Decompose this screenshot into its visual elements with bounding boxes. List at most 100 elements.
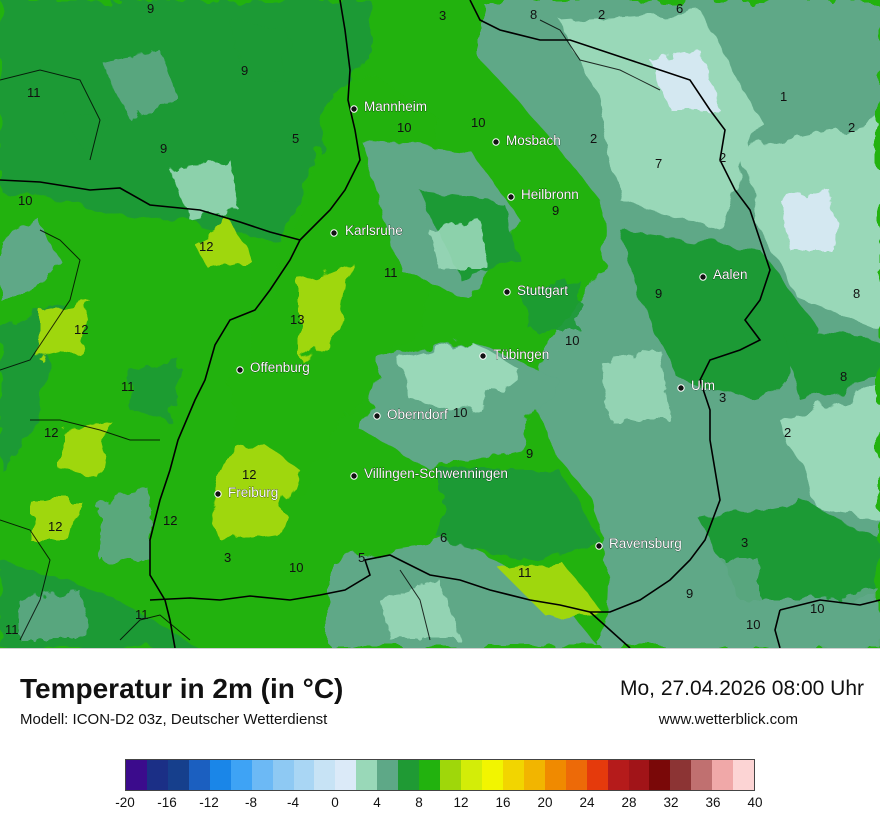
isotherm-label: 2 [719, 150, 726, 165]
isotherm-label: 6 [676, 1, 683, 16]
colorbar-swatch [398, 760, 420, 790]
isotherm-label: 13 [290, 312, 304, 327]
colorbar-tick-label: 36 [705, 795, 721, 810]
isotherm-label: 10 [18, 193, 32, 208]
isotherm-label: 3 [719, 390, 726, 405]
colorbar-swatch [733, 760, 755, 790]
colorbar-swatch [502, 760, 524, 790]
city-ulm[interactable]: Ulm [677, 378, 715, 393]
city-aalen[interactable]: Aalen [699, 267, 748, 282]
isotherm-label: 9 [526, 446, 533, 461]
colorbar-swatch [607, 760, 629, 790]
city-label: Ulm [691, 378, 715, 393]
isotherm-label: 11 [518, 565, 532, 580]
city-label: Mannheim [364, 99, 427, 114]
valid-datetime: Mo, 27.04.2026 08:00 Uhr [619, 677, 864, 700]
isotherm-label: 2 [784, 425, 791, 440]
isotherm-label: 3 [224, 550, 231, 565]
colorbar-swatch [712, 760, 734, 790]
isotherm-label: 8 [853, 286, 860, 301]
city-freiburg[interactable]: Freiburg [214, 485, 279, 500]
city-mosbach[interactable]: Mosbach [492, 133, 561, 148]
isotherm-label: 9 [552, 203, 559, 218]
isotherm-label: 12 [48, 519, 62, 534]
colorbar-swatch [293, 760, 315, 790]
temperature-field [0, 0, 880, 648]
colorbar-tick-label: 8 [415, 795, 423, 810]
city-label: Stuttgart [517, 283, 568, 298]
isotherm-label: 9 [147, 1, 154, 16]
isotherm-label: 5 [358, 550, 365, 565]
isotherm-label: 10 [810, 601, 824, 616]
city-offenburg[interactable]: Offenburg [236, 360, 310, 375]
city-stuttgart[interactable]: Stuttgart [503, 283, 569, 298]
colorbar-ticks: -20 -16 -12 -8 -4 0 4 8 12 16 20 24 28 32 36 40 [115, 795, 762, 815]
colorbar-tick-label: 20 [537, 795, 553, 810]
colorbar-tick-label: 12 [453, 795, 469, 810]
city-heilbronn[interactable]: Heilbronn [507, 187, 579, 202]
colorbar-swatch [377, 760, 399, 790]
colorbar-swatch [356, 760, 378, 790]
isotherm-label: 9 [655, 286, 662, 301]
isotherm-label: 2 [848, 120, 855, 135]
city-label: Ravensburg [609, 536, 682, 551]
colorbar-swatch [523, 760, 545, 790]
colorbar-tick-label: 32 [663, 795, 679, 810]
temperature-map: 9 3 8 2 6 9 11 1 2 5 10 10 2 9 7 2 10 9 … [0, 0, 880, 648]
isotherm-label: 9 [160, 141, 167, 156]
city-label: Heilbronn [521, 187, 579, 202]
colorbar-tick-label: -8 [244, 795, 258, 810]
isotherm-label: 8 [530, 7, 537, 22]
colorbar-swatch [628, 760, 650, 790]
colorbar-swatch [440, 760, 461, 790]
colorbar-tick-label: 28 [621, 795, 637, 810]
city-karlsruhe[interactable]: Karlsruhe [330, 223, 403, 238]
colorbar-swatch [314, 760, 336, 790]
isotherm-labels: 9 3 8 2 6 9 11 1 2 5 10 10 2 9 7 2 10 9 … [5, 1, 860, 637]
city-ravensburg[interactable]: Ravensburg [595, 536, 682, 551]
isotherm-label: 7 [655, 156, 662, 171]
isotherm-label: 12 [163, 513, 177, 528]
city-label: Oberndorf [387, 407, 448, 422]
isotherm-label: 10 [397, 120, 411, 135]
colorbar-swatch [167, 760, 189, 790]
isotherm-label: 10 [565, 333, 579, 348]
colorbar-swatch [481, 760, 503, 790]
model-info: Modell: ICON-D2 03z, Deutscher Wetterdie… [20, 711, 328, 728]
isotherm-label: 12 [74, 322, 88, 337]
city-label: Tübingen [493, 347, 549, 362]
isotherm-label: 11 [27, 85, 41, 100]
isotherm-label: 6 [440, 530, 447, 545]
city-villingen[interactable]: Villingen-Schwenningen [350, 466, 508, 481]
isotherm-label: 10 [289, 560, 303, 575]
isotherm-label: 9 [686, 586, 693, 601]
isotherm-label: 9 [241, 63, 248, 78]
colorbar-tick-label: 4 [373, 795, 381, 810]
isotherm-label: 12 [242, 467, 256, 482]
isotherm-label: 3 [439, 8, 446, 23]
city-mannheim[interactable]: Mannheim [350, 99, 427, 114]
isotherm-label: 2 [598, 7, 605, 22]
map-title: Temperatur in 2m (in °C) [20, 673, 344, 704]
isotherm-label: 1 [780, 89, 787, 104]
website-link[interactable]: www.wetterblick.com [658, 711, 798, 728]
colorbar-swatch [188, 760, 210, 790]
colorbar-swatch [209, 760, 231, 790]
city-label: Karlsruhe [345, 223, 403, 238]
colorbar-swatch [691, 760, 713, 790]
isotherm-label: 11 [5, 622, 19, 637]
colorbar-swatch [419, 760, 441, 790]
colorbar-swatch [565, 760, 587, 790]
colorbar-tick-label: 40 [747, 795, 763, 810]
city-markers: Mannheim Mosbach Heilbronn Karlsruhe Stu… [214, 99, 748, 551]
colorbar-tick-label: -20 [115, 795, 135, 810]
city-oberndorf[interactable]: Oberndorf [373, 407, 448, 422]
city-tuebingen[interactable]: Tübingen [479, 347, 550, 362]
colorbar-swatch [126, 760, 147, 790]
city-label: Freiburg [228, 485, 278, 500]
state-lines [0, 19, 661, 641]
isotherm-label: 8 [840, 369, 847, 384]
colorbar-tick-label: 0 [331, 795, 339, 810]
city-label: Mosbach [506, 133, 561, 148]
isotherm-label: 10 [453, 405, 467, 420]
